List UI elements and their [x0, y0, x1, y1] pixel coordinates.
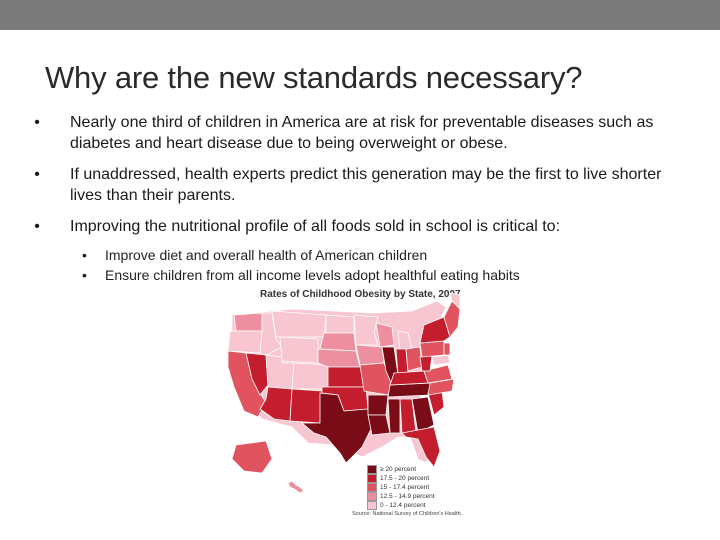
us-state-map	[227, 292, 461, 494]
legend-label: 15 - 17.4 percent	[380, 483, 430, 491]
bullet-list: • Nearly one third of children in Americ…	[30, 112, 690, 285]
sub-bullet-list: • Improve diet and overall health of Ame…	[30, 245, 690, 285]
legend-item: 15 - 17.4 percent	[367, 482, 435, 492]
state-maryland	[431, 354, 451, 366]
state-iowa	[355, 344, 385, 366]
map-source-note: Source: National Survey of Children's He…	[352, 511, 463, 517]
state-kentucky	[389, 370, 429, 386]
legend-swatch	[367, 473, 377, 483]
legend-label: 12.5 - 14.9 percent	[380, 492, 435, 500]
state-mississippi	[387, 398, 401, 434]
bullet-marker: •	[34, 114, 40, 131]
state-ohio	[405, 346, 423, 372]
state-colorado	[291, 362, 329, 390]
bullet-item: • If unaddressed, health experts predict…	[30, 164, 690, 206]
bullet-text: Nearly one third of children in America …	[70, 114, 654, 152]
state-arkansas	[367, 394, 389, 416]
legend-swatch	[367, 500, 377, 510]
state-washington	[233, 312, 263, 332]
legend-label: ≥ 20 percent	[380, 465, 417, 473]
slide-top-bar	[0, 0, 720, 30]
state-wisconsin	[375, 322, 395, 348]
state-oregon	[227, 330, 263, 354]
sub-bullet-text: Ensure children from all income levels a…	[105, 267, 520, 283]
sub-bullet-text: Improve diet and overall health of Ameri…	[105, 247, 428, 263]
state-new-york	[419, 316, 451, 344]
state-florida	[401, 426, 441, 468]
map-legend: ≥ 20 percent 17.5 - 20 percent 15 - 17.4…	[367, 464, 435, 510]
state-nevada	[245, 352, 269, 396]
legend-swatch	[367, 482, 377, 492]
state-montana	[271, 310, 327, 338]
legend-item: 17.5 - 20 percent	[367, 473, 435, 483]
state-new-jersey	[443, 342, 451, 356]
legend-item: 12.5 - 14.9 percent	[367, 491, 435, 501]
sub-bullet-marker: •	[82, 247, 87, 263]
state-georgia	[411, 396, 435, 434]
state-pennsylvania	[419, 340, 445, 358]
legend-label: 17.5 - 20 percent	[380, 474, 430, 482]
obesity-map-figure: Rates of Childhood Obesity by State, 200…	[222, 287, 462, 523]
legend-label: 0 - 12.4 percent	[380, 501, 426, 509]
sub-bullet-item: • Improve diet and overall health of Ame…	[30, 245, 690, 265]
bullet-marker: •	[34, 166, 40, 183]
state-north-dakota	[325, 314, 355, 334]
state-maine	[449, 292, 461, 310]
state-hawaii	[287, 480, 305, 494]
state-new-mexico	[289, 388, 323, 424]
legend-item: ≥ 20 percent	[367, 464, 435, 474]
state-texas	[300, 392, 373, 464]
sub-bullet-marker: •	[82, 267, 87, 283]
bullet-text: If unaddressed, health experts predict t…	[70, 166, 662, 204]
bullet-marker: •	[34, 218, 40, 235]
state-new-england	[443, 300, 461, 338]
state-nebraska	[317, 348, 361, 368]
state-wyoming	[279, 336, 319, 364]
state-alaska	[231, 440, 273, 474]
bullet-item: • Nearly one third of children in Americ…	[30, 112, 690, 154]
slide-title: Why are the new standards necessary?	[45, 60, 583, 95]
state-louisiana	[367, 414, 391, 436]
state-kansas	[327, 366, 365, 388]
legend-swatch	[367, 491, 377, 501]
map-title: Rates of Childhood Obesity by State, 200…	[260, 289, 461, 300]
legend-item: 0 - 12.4 percent	[367, 500, 435, 510]
sub-bullet-item: • Ensure children from all income levels…	[30, 265, 690, 285]
bullet-text: Improving the nutritional profile of all…	[70, 218, 561, 235]
state-south-dakota	[319, 332, 357, 352]
bullet-item: • Improving the nutritional profile of a…	[30, 216, 690, 237]
state-minnesota	[353, 314, 379, 346]
state-virginia	[423, 364, 453, 384]
legend-swatch	[367, 464, 377, 474]
